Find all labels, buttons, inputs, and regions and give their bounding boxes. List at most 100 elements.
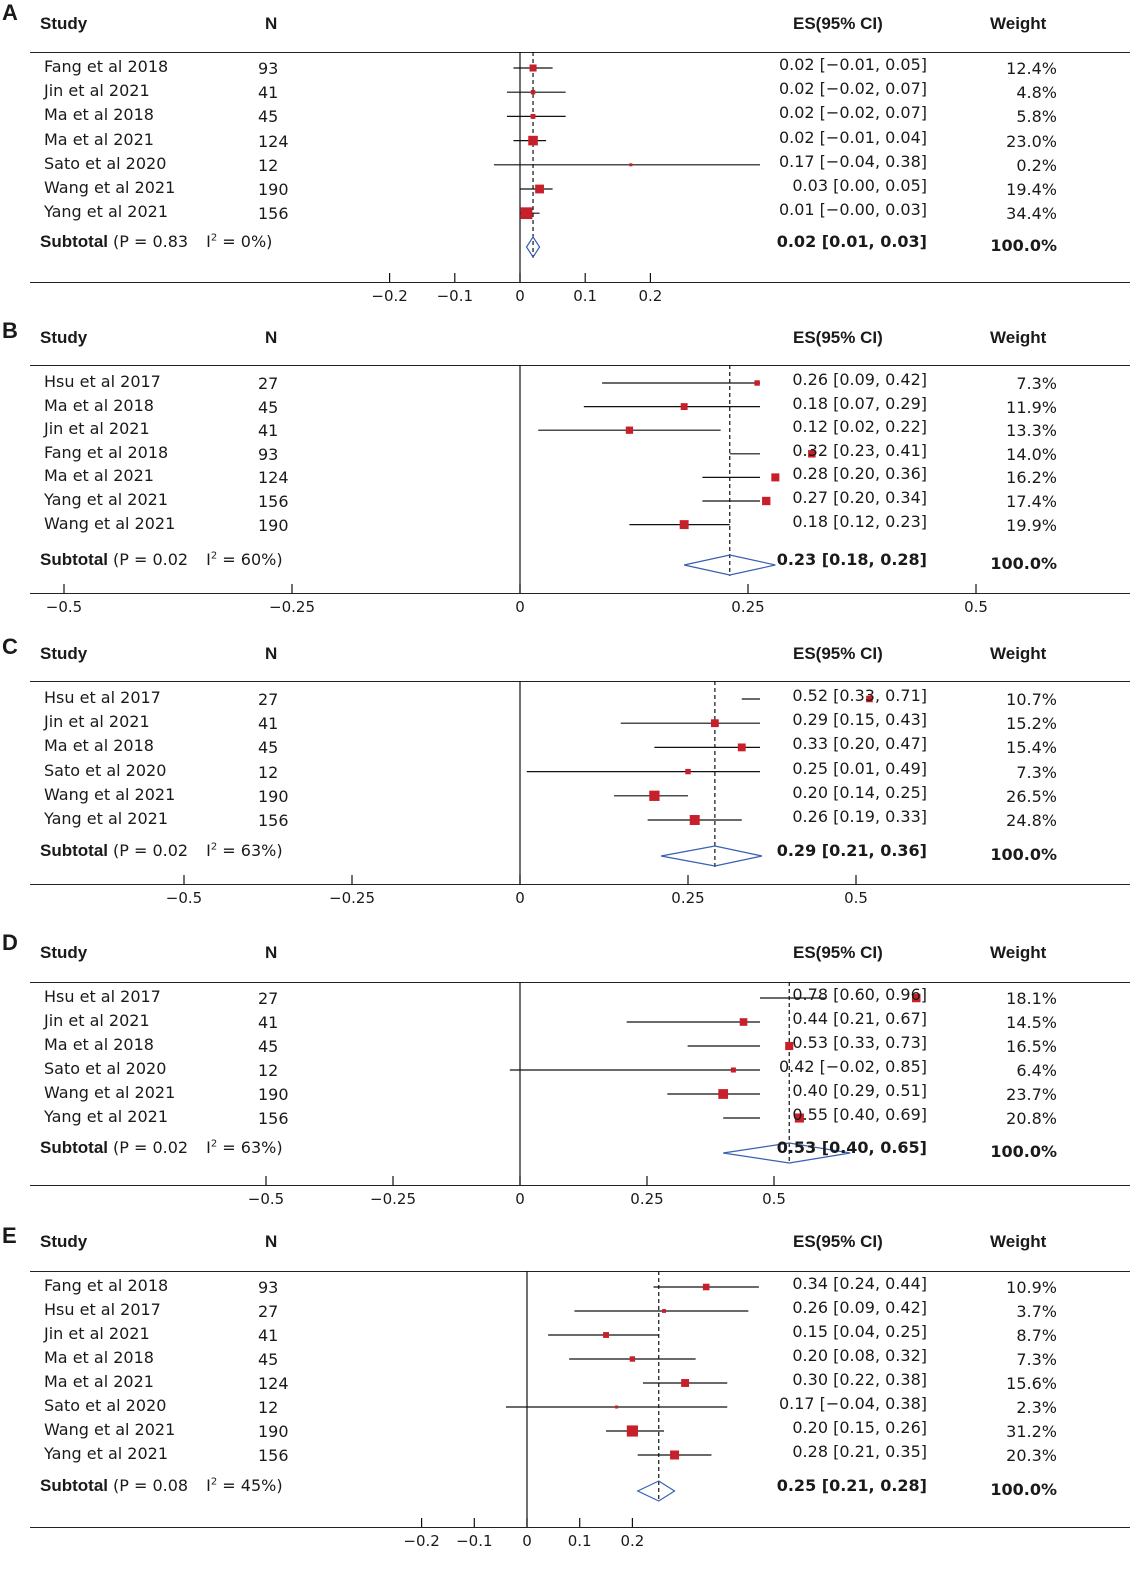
header-rule xyxy=(30,681,1130,682)
study-n: 12 xyxy=(258,762,279,782)
study-n: 190 xyxy=(258,515,289,535)
study-weight: 5.8% xyxy=(1016,107,1057,127)
study-name: Fang et al 2018 xyxy=(44,57,169,76)
study-weight: 15.4% xyxy=(1006,738,1057,758)
study-weight: 11.9% xyxy=(1006,397,1057,417)
header-rule xyxy=(30,52,1130,53)
effect-size-square xyxy=(866,695,873,703)
effect-size-square xyxy=(911,993,921,1003)
subtotal-i-squared-symbol: I xyxy=(206,550,211,569)
study-name: Hsu et al 2017 xyxy=(44,688,161,707)
study-n: 124 xyxy=(258,131,289,151)
study-weight: 20.3% xyxy=(1006,1446,1057,1465)
subtotal-p-value: (P = 0.02 xyxy=(113,550,189,569)
study-es-ci: 0.02 [−0.01, 0.04] xyxy=(778,127,927,147)
study-name: Wang et al 2021 xyxy=(44,1420,176,1439)
study-name: Sato et al 2020 xyxy=(44,153,167,173)
study-n: 156 xyxy=(258,811,289,830)
effect-size-square xyxy=(625,426,634,434)
subtotal-i-squared-exponent: 2 xyxy=(210,1138,218,1150)
effect-size-square xyxy=(529,64,537,72)
study-weight: 6.4% xyxy=(1016,1061,1057,1080)
axis-tick-label: 0 xyxy=(515,889,525,907)
study-es-ci: 0.17 [−0.04, 0.38] xyxy=(778,1394,927,1413)
study-n: 156 xyxy=(258,204,289,224)
study-es-ci: 0.18 [0.12, 0.23] xyxy=(792,511,927,531)
study-weight: 31.2% xyxy=(1006,1422,1057,1441)
subtotal-i-squared-symbol: I xyxy=(206,1138,211,1157)
study-es-ci: 0.26 [0.19, 0.33] xyxy=(792,807,927,826)
subtotal-p-value: (P = 0.83 xyxy=(113,232,189,251)
subtotal-title: Subtotal xyxy=(40,841,108,860)
study-name: Yang et al 2021 xyxy=(44,809,169,828)
study-n: 12 xyxy=(258,1061,279,1080)
effect-size-square xyxy=(794,1113,804,1123)
effect-size-square xyxy=(679,520,689,530)
panel-letter: E xyxy=(2,1223,17,1248)
study-es-ci: 0.28 [0.21, 0.35] xyxy=(792,1442,927,1461)
study-weight: 26.5% xyxy=(1006,786,1057,806)
effect-size-square xyxy=(808,450,816,458)
study-name: Ma et al 2018 xyxy=(44,395,154,415)
study-weight: 7.3% xyxy=(1016,1350,1057,1369)
study-weight: 14.0% xyxy=(1006,444,1057,464)
study-es-ci: 0.53 [0.33, 0.73] xyxy=(792,1033,927,1052)
study-es-ci: 0.29 [0.15, 0.43] xyxy=(792,710,927,730)
axis-tick-label: −0.5 xyxy=(165,889,203,907)
column-header-weight: Weight xyxy=(990,943,1047,962)
study-name: Wang et al 2021 xyxy=(44,513,176,533)
column-header-es: ES(95% CI) xyxy=(793,328,883,347)
column-header-es: ES(95% CI) xyxy=(793,1232,883,1251)
effect-size-square xyxy=(670,1450,680,1460)
study-name: Sato et al 2020 xyxy=(44,760,167,780)
subtotal-es-ci: 0.29 [0.21, 0.36] xyxy=(776,841,927,860)
study-name: Wang et al 2021 xyxy=(44,1083,176,1102)
subtotal-weight: 100.0% xyxy=(990,554,1057,573)
axis-tick-label: 0.5 xyxy=(762,1190,786,1208)
study-n: 41 xyxy=(258,714,279,734)
axis-tick-label: 0.25 xyxy=(671,889,705,907)
axis-tick-label: −0.25 xyxy=(370,1190,416,1208)
study-n: 93 xyxy=(258,59,279,78)
study-weight: 14.5% xyxy=(1006,1013,1057,1032)
header-rule xyxy=(30,982,1130,983)
study-es-ci: 0.30 [0.22, 0.38] xyxy=(792,1370,927,1389)
study-name: Wang et al 2021 xyxy=(44,178,176,197)
study-name: Fang et al 2018 xyxy=(44,1276,169,1295)
study-n: 156 xyxy=(258,1446,289,1465)
column-header-weight: Weight xyxy=(990,1232,1047,1251)
study-name: Jin et al 2021 xyxy=(44,81,150,101)
study-n: 156 xyxy=(258,1109,289,1128)
study-name: Sato et al 2020 xyxy=(44,1059,167,1078)
study-weight: 10.9% xyxy=(1006,1278,1057,1297)
study-name: Fang et al 2018 xyxy=(44,442,169,462)
column-header-n: N xyxy=(265,943,278,962)
axis-tick-label: −0.25 xyxy=(329,889,375,907)
study-name: Jin et al 2021 xyxy=(44,1324,150,1343)
study-weight: 4.8% xyxy=(1016,83,1057,103)
study-es-ci: 0.15 [0.04, 0.25] xyxy=(792,1322,927,1341)
study-n: 12 xyxy=(258,155,279,175)
effect-size-square xyxy=(771,473,780,482)
study-es-ci: 0.26 [0.09, 0.42] xyxy=(792,1298,927,1317)
study-es-ci: 0.32 [0.23, 0.41] xyxy=(792,440,927,460)
study-weight: 10.7% xyxy=(1006,690,1057,709)
study-es-ci: 0.03 [0.00, 0.05] xyxy=(792,176,927,195)
effect-size-square xyxy=(535,184,544,194)
axis-tick-label: 0 xyxy=(515,1190,525,1208)
subtotal-weight: 100.0% xyxy=(990,845,1057,864)
subtotal-title: Subtotal xyxy=(40,232,108,251)
study-weight: 8.7% xyxy=(1016,1326,1057,1345)
subtotal-p-value: (P = 0.02 xyxy=(113,1138,189,1157)
axis-tick-label: −0.1 xyxy=(436,287,474,305)
study-n: 45 xyxy=(258,738,279,758)
subtotal-weight: 100.0% xyxy=(990,1480,1057,1499)
study-n: 41 xyxy=(258,83,279,103)
axis-tick-label: 0.1 xyxy=(567,1532,592,1550)
panel-letter: B xyxy=(2,318,18,343)
effect-size-square xyxy=(737,743,746,752)
study-weight: 0.2% xyxy=(1016,155,1057,175)
axis-tick-label: 0.2 xyxy=(638,287,663,305)
study-es-ci: 0.25 [0.01, 0.49] xyxy=(792,758,927,778)
column-header-study: Study xyxy=(40,328,88,347)
